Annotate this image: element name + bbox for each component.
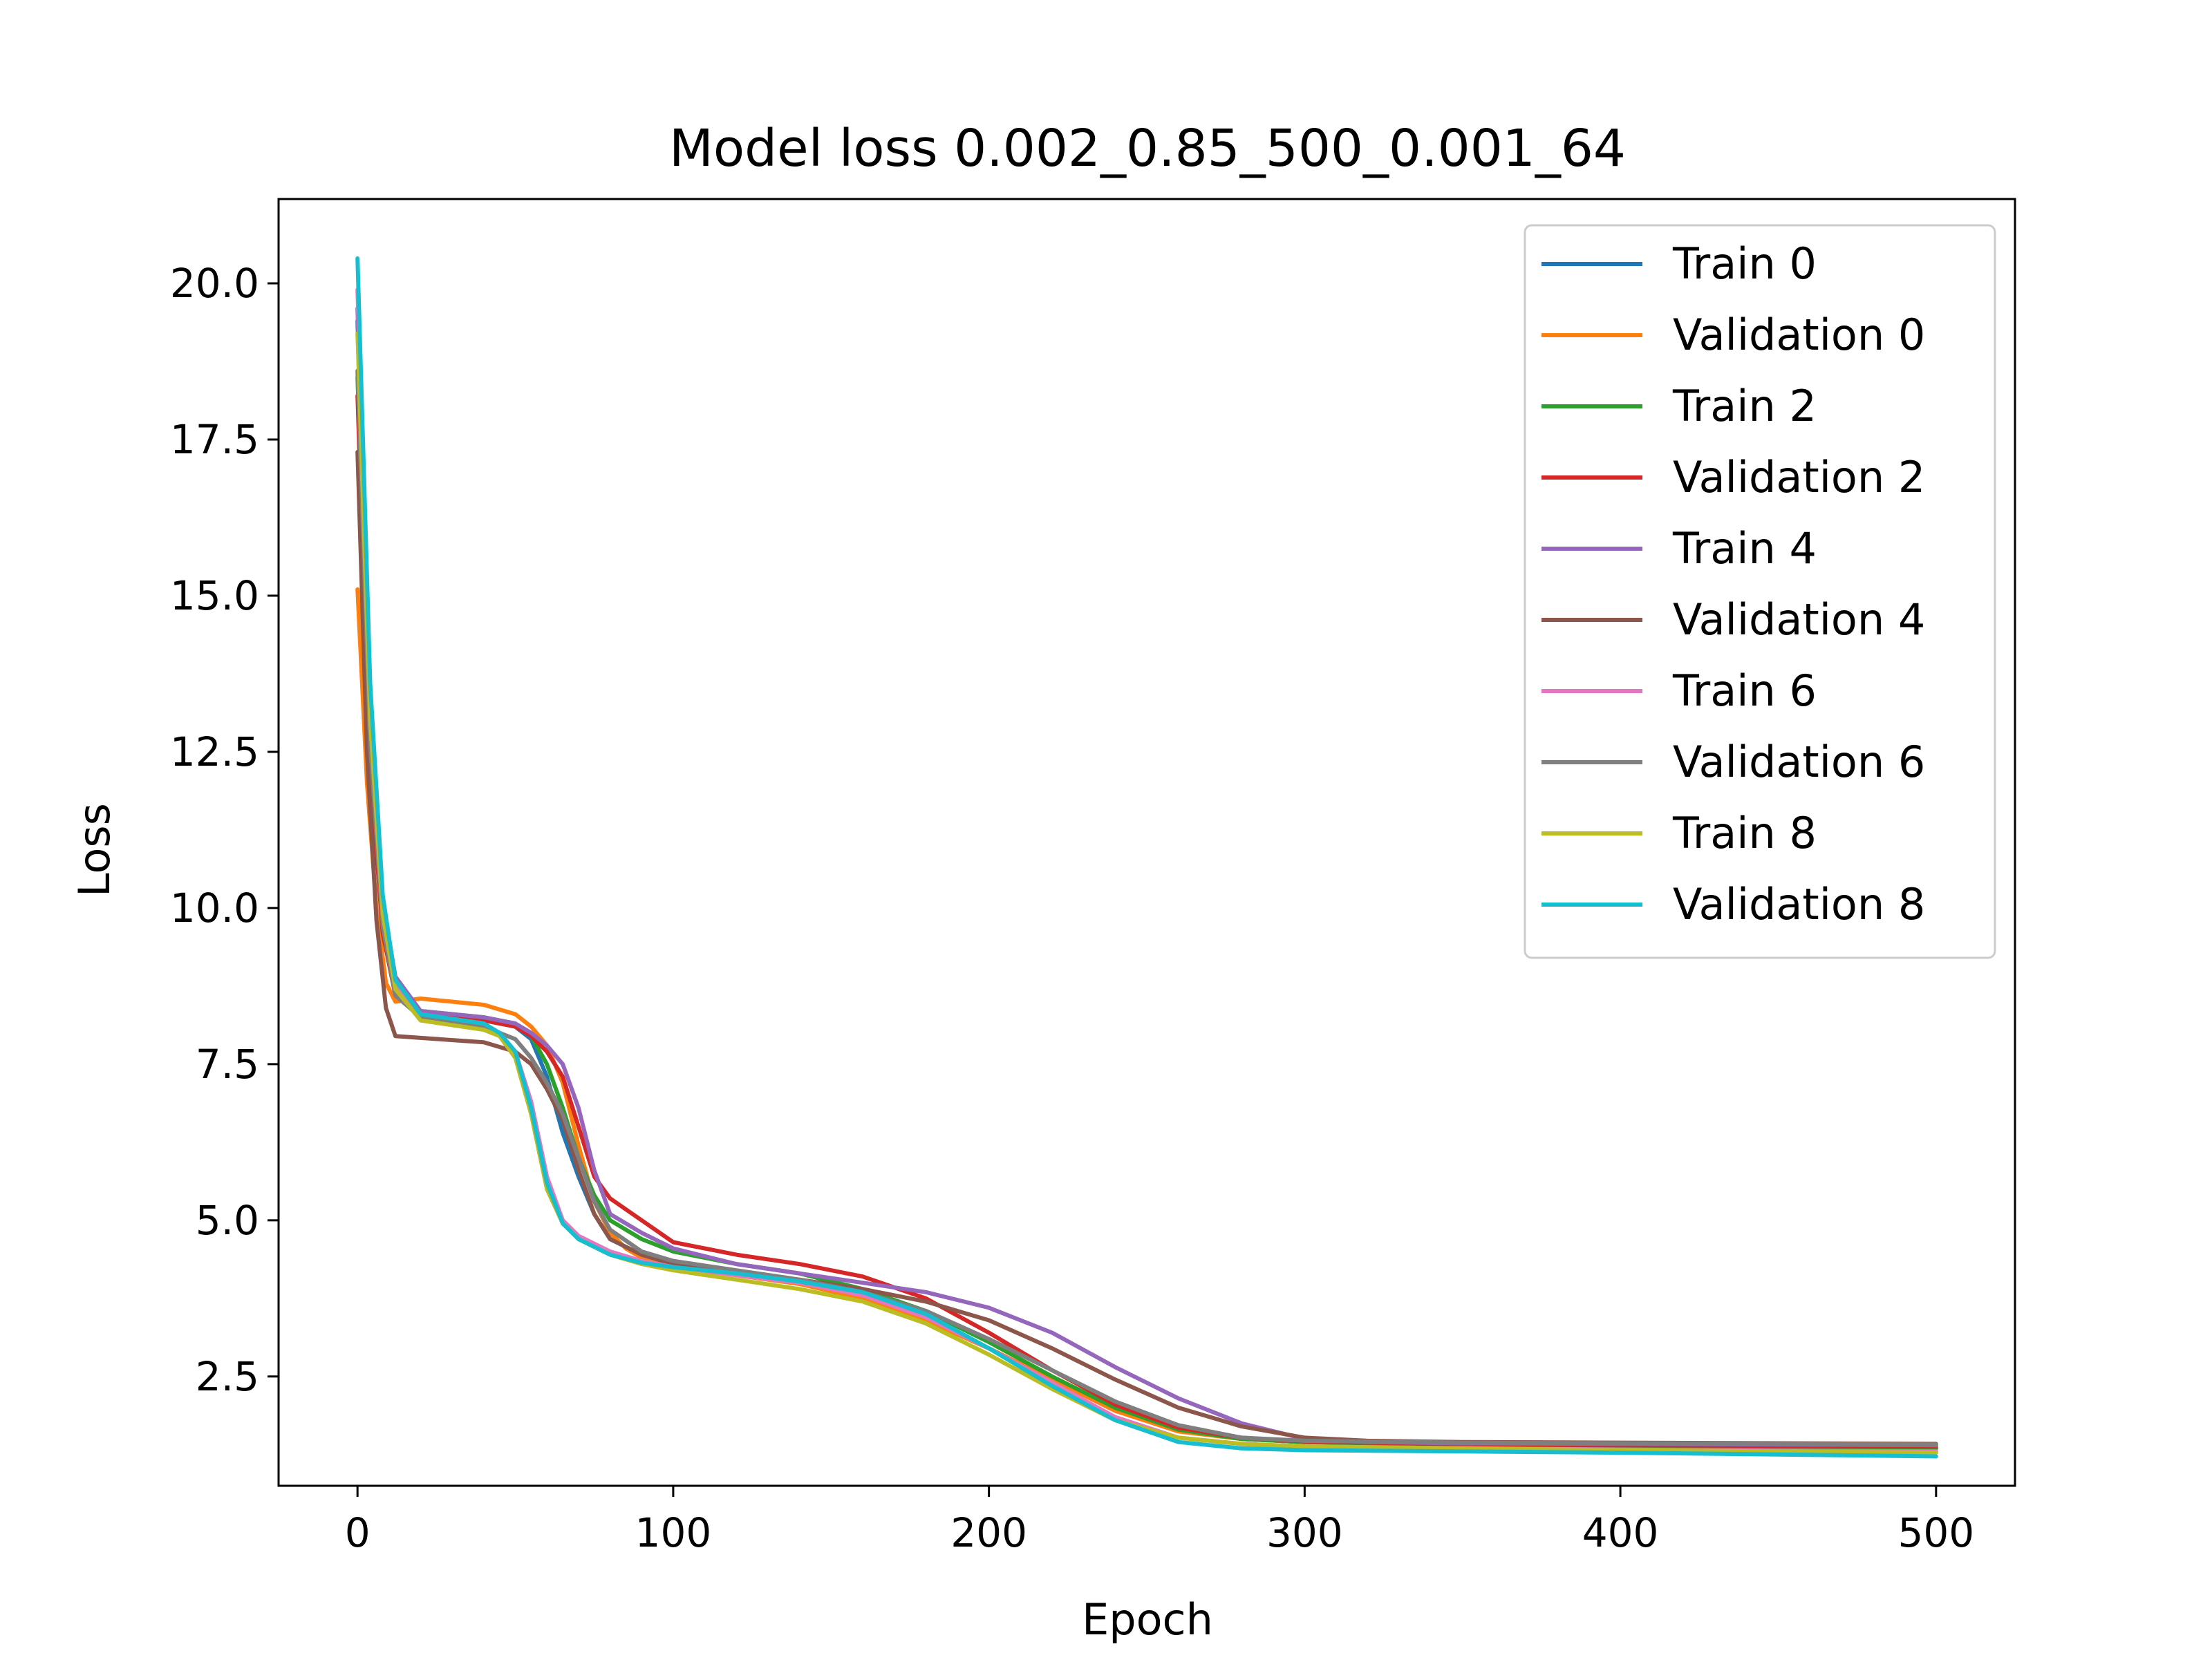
legend-label-train-0: Train 0 xyxy=(1672,238,1817,289)
y-tick-label: 7.5 xyxy=(196,1041,259,1088)
series-line-validation-6 xyxy=(355,368,1938,1447)
y-axis-label: Loss xyxy=(69,803,120,897)
x-axis-label: Epoch xyxy=(1082,1594,1213,1645)
y-tick-label: 20.0 xyxy=(170,260,259,307)
x-tick-label: 400 xyxy=(1582,1509,1659,1556)
x-tick-label: 0 xyxy=(345,1509,371,1556)
legend-label-validation-0: Validation 0 xyxy=(1673,310,1925,360)
legend-label-train-8: Train 8 xyxy=(1672,808,1817,858)
y-tick-label: 15.0 xyxy=(170,572,259,619)
y-tick-label: 5.0 xyxy=(196,1197,259,1244)
x-tick-label: 100 xyxy=(635,1509,712,1556)
y-tick-label: 10.0 xyxy=(170,885,259,932)
legend-label-validation-8: Validation 8 xyxy=(1673,879,1925,929)
series-line-train-8 xyxy=(355,331,1938,1455)
series-line-validation-8 xyxy=(355,256,1938,1459)
y-tick-label: 12.5 xyxy=(170,728,259,775)
series-line-validation-4 xyxy=(355,450,1938,1446)
x-tick-label: 300 xyxy=(1266,1509,1343,1556)
legend-label-train-6: Train 6 xyxy=(1672,665,1817,716)
x-axis-ticks: 0 100 200 300 400 500 xyxy=(345,1486,1974,1556)
x-tick-label: 200 xyxy=(950,1509,1027,1556)
chart-title: Model loss 0.002_0.85_500_0.001_64 xyxy=(669,119,1626,178)
legend-label-validation-4: Validation 4 xyxy=(1673,594,1925,645)
legend-label-validation-2: Validation 2 xyxy=(1673,452,1925,502)
series-layer xyxy=(355,256,1938,1459)
y-axis-ticks: 2.5 5.0 7.5 10.0 12.5 15.0 17.5 20.0 xyxy=(170,260,279,1400)
legend-label-validation-6: Validation 6 xyxy=(1673,737,1925,787)
legend-label-train-4: Train 4 xyxy=(1672,523,1817,574)
y-tick-label: 2.5 xyxy=(196,1353,259,1400)
y-tick-label: 17.5 xyxy=(170,416,259,463)
legend: Train 0 Validation 0 Train 2 Validation 2 Tr… xyxy=(1524,224,1996,959)
x-tick-label: 500 xyxy=(1897,1509,1974,1556)
plot-area-frame xyxy=(277,198,2016,1487)
legend-label-train-2: Train 2 xyxy=(1672,381,1817,431)
